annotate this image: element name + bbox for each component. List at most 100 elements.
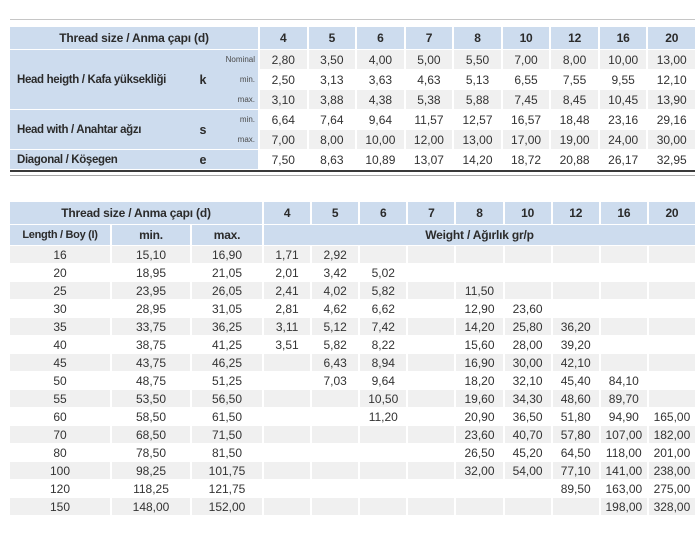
weight-cell: 36,50 (504, 408, 551, 425)
column-header-10: 10 (502, 27, 550, 49)
dimension-cell: 7,55 (551, 70, 598, 89)
dimension-cell: 32,95 (648, 150, 695, 169)
column-header-5: 5 (312, 202, 359, 224)
dimension-cell: 6,55 (502, 70, 550, 89)
weight-cell (264, 372, 311, 389)
length-cell: 30 (10, 300, 110, 317)
dimension-cell: 7,50 (260, 150, 307, 169)
weight-cell (600, 300, 647, 317)
dimension-cell: 12,57 (454, 110, 501, 129)
weight-cell: 39,20 (552, 336, 599, 353)
length-cell: 150 (10, 498, 110, 515)
dimension-cell: 9,64 (357, 110, 404, 129)
weight-cell (408, 390, 455, 407)
column-header-8: 8 (456, 202, 503, 224)
sub-label-nominal: Nominal (225, 55, 255, 65)
weight-cell (408, 480, 455, 497)
dimension-cell: 3,10 (260, 90, 307, 109)
weight-cell (408, 426, 455, 443)
weight-cell: 2,81 (264, 300, 311, 317)
weight-cell (648, 372, 695, 389)
max-cell: 31,05 (192, 300, 262, 317)
dimension-cell: 10,45 (599, 90, 647, 109)
dimension-cell: 3,63 (357, 70, 404, 89)
weight-cell: 118,00 (600, 444, 647, 461)
dimension-cell: 13,00 (648, 50, 695, 69)
dimension-cell: 3,88 (308, 90, 356, 109)
dimension-cell: 8,45 (551, 90, 598, 109)
dimension-cell: 2,80 (260, 50, 307, 69)
top-divider-line (10, 19, 695, 20)
weight-cell: 6,62 (360, 300, 407, 317)
weight-cell (264, 354, 311, 371)
weight-cell: 42,10 (552, 354, 599, 371)
sub-label-column: Nominal min. max. (212, 50, 258, 109)
weight-cell: 163,00 (600, 480, 647, 497)
weight-cell (312, 498, 359, 515)
length-cell: 60 (10, 408, 110, 425)
max-cell: 41,25 (192, 336, 262, 353)
weight-cell (648, 318, 695, 335)
column-header-10: 10 (504, 202, 551, 224)
column-header-7: 7 (408, 202, 455, 224)
weight-cell: 2,41 (264, 282, 311, 299)
column-header-4: 4 (264, 202, 311, 224)
weight-cell: 9,64 (360, 372, 407, 389)
row-group-head-height: Head heigth / Kafa yüksekliği k Nominal … (10, 50, 258, 109)
weight-cell: 6,43 (312, 354, 359, 371)
dimension-cell: 30,00 (648, 130, 695, 149)
column-header-4: 4 (260, 27, 307, 49)
weight-cell: 28,00 (504, 336, 551, 353)
min-cell: 68,50 (112, 426, 190, 443)
weight-cell: 20,90 (456, 408, 503, 425)
row-group-label: Head with / Anahtar ağzı (17, 123, 142, 136)
weight-cell: 4,02 (312, 282, 359, 299)
weight-cell (504, 282, 551, 299)
row-group-label: Diagonal / Köşegen (17, 153, 118, 166)
max-cell: 101,75 (192, 462, 262, 479)
weight-cell (456, 246, 503, 263)
length-cell: 80 (10, 444, 110, 461)
column-header-20: 20 (648, 202, 695, 224)
weight-cell: 3,51 (264, 336, 311, 353)
unit-symbol-s: s (199, 122, 207, 137)
weight-cell (264, 408, 311, 425)
weight-cell: 51,80 (552, 408, 599, 425)
dimension-cell: 14,20 (454, 150, 501, 169)
dimension-cell: 7,00 (502, 50, 550, 69)
length-cell: 35 (10, 318, 110, 335)
weight-cell (648, 300, 695, 317)
weight-cell (408, 408, 455, 425)
length-cell: 40 (10, 336, 110, 353)
weight-cell: 4,62 (312, 300, 359, 317)
min-cell: 58,50 (112, 408, 190, 425)
column-header-12: 12 (552, 202, 599, 224)
weight-cell (408, 264, 455, 281)
weight-cell: 48,60 (552, 390, 599, 407)
max-cell: 81,50 (192, 444, 262, 461)
max-cell: 61,50 (192, 408, 262, 425)
dimension-cell: 7,64 (308, 110, 356, 129)
dimension-cell: 18,72 (502, 150, 550, 169)
max-cell: 16,90 (192, 246, 262, 263)
weight-cell (648, 390, 695, 407)
dimension-cell: 12,00 (405, 130, 453, 149)
length-cell: 50 (10, 372, 110, 389)
weight-cell (456, 264, 503, 281)
dimension-cell: 8,00 (308, 130, 356, 149)
weight-cell: 3,42 (312, 264, 359, 281)
weight-cell: 201,00 (648, 444, 695, 461)
weight-cell: 84,10 (600, 372, 647, 389)
max-cell: 36,25 (192, 318, 262, 335)
weight-cell: 18,20 (456, 372, 503, 389)
weight-cell (408, 282, 455, 299)
dimension-cell: 2,50 (260, 70, 307, 89)
weight-cell (600, 246, 647, 263)
max-cell: 71,50 (192, 426, 262, 443)
weight-cell: 2,92 (312, 246, 359, 263)
min-cell: 98,25 (112, 462, 190, 479)
min-cell: 23,95 (112, 282, 190, 299)
column-header-12: 12 (551, 27, 598, 49)
weight-cell (264, 444, 311, 461)
dimension-cell: 4,63 (405, 70, 453, 89)
